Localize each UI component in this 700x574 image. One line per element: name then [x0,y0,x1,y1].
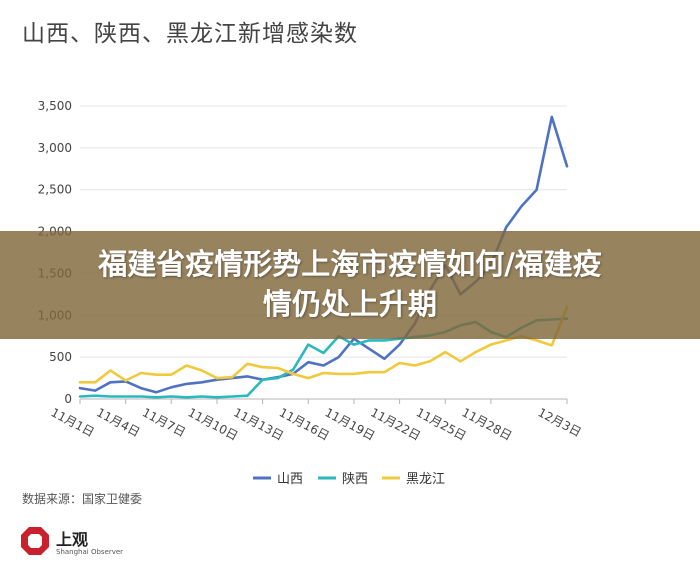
headline-line-2: 情仍处上升期 [262,287,437,321]
x-tick-label: 11月13日 [231,405,286,443]
y-tick-label: 3,500 [38,99,72,113]
y-tick-label: 500 [49,350,72,364]
y-tick-label: 2,500 [38,183,72,197]
x-tick-label: 12月3日 [536,405,584,439]
x-tick-label: 11月22日 [368,405,423,443]
headline-line-1: 福建省疫情形势上海市疫情如何/福建疫 [98,247,602,281]
legend-label: 陕西 [342,472,368,487]
x-tick-label: 11月7日 [140,405,188,439]
headline-banner [0,231,700,339]
x-tick-label: 11月25日 [414,405,469,443]
x-tick-label: 11月19日 [323,405,378,443]
shanghai-observer-logo-icon [21,527,49,555]
legend-label: 黑龙江 [406,472,445,487]
legend-label: 山西 [277,472,303,487]
x-tick-label: 11月1日 [49,405,97,439]
y-tick-label: 0 [64,392,72,406]
publisher-logo: 上观 Shanghai Observer [20,524,150,564]
x-tick-label: 11月4日 [94,405,142,439]
logo-subtitle: Shanghai Observer [56,548,124,556]
series-line-黑龙江 [78,305,569,384]
data-source: 数据来源：国家卫健委 [22,492,143,506]
chart-title: 山西、陕西、黑龙江新增感染数 [22,21,358,47]
x-tick-label: 11月16日 [277,405,332,443]
legend: 山西 陕西 黑龙江 [253,472,445,487]
logo-name: 上观 [56,530,89,549]
y-tick-label: 3,000 [38,141,72,155]
x-tick-label: 11月28日 [459,405,514,443]
headline-text: 福建省疫情形势上海市疫情如何/福建疫 情仍处上升期 [30,244,670,324]
x-axis: 11月1日11月4日11月7日11月10日11月13日11月16日11月19日1… [49,399,584,443]
x-tick-label: 11月10日 [186,405,241,443]
